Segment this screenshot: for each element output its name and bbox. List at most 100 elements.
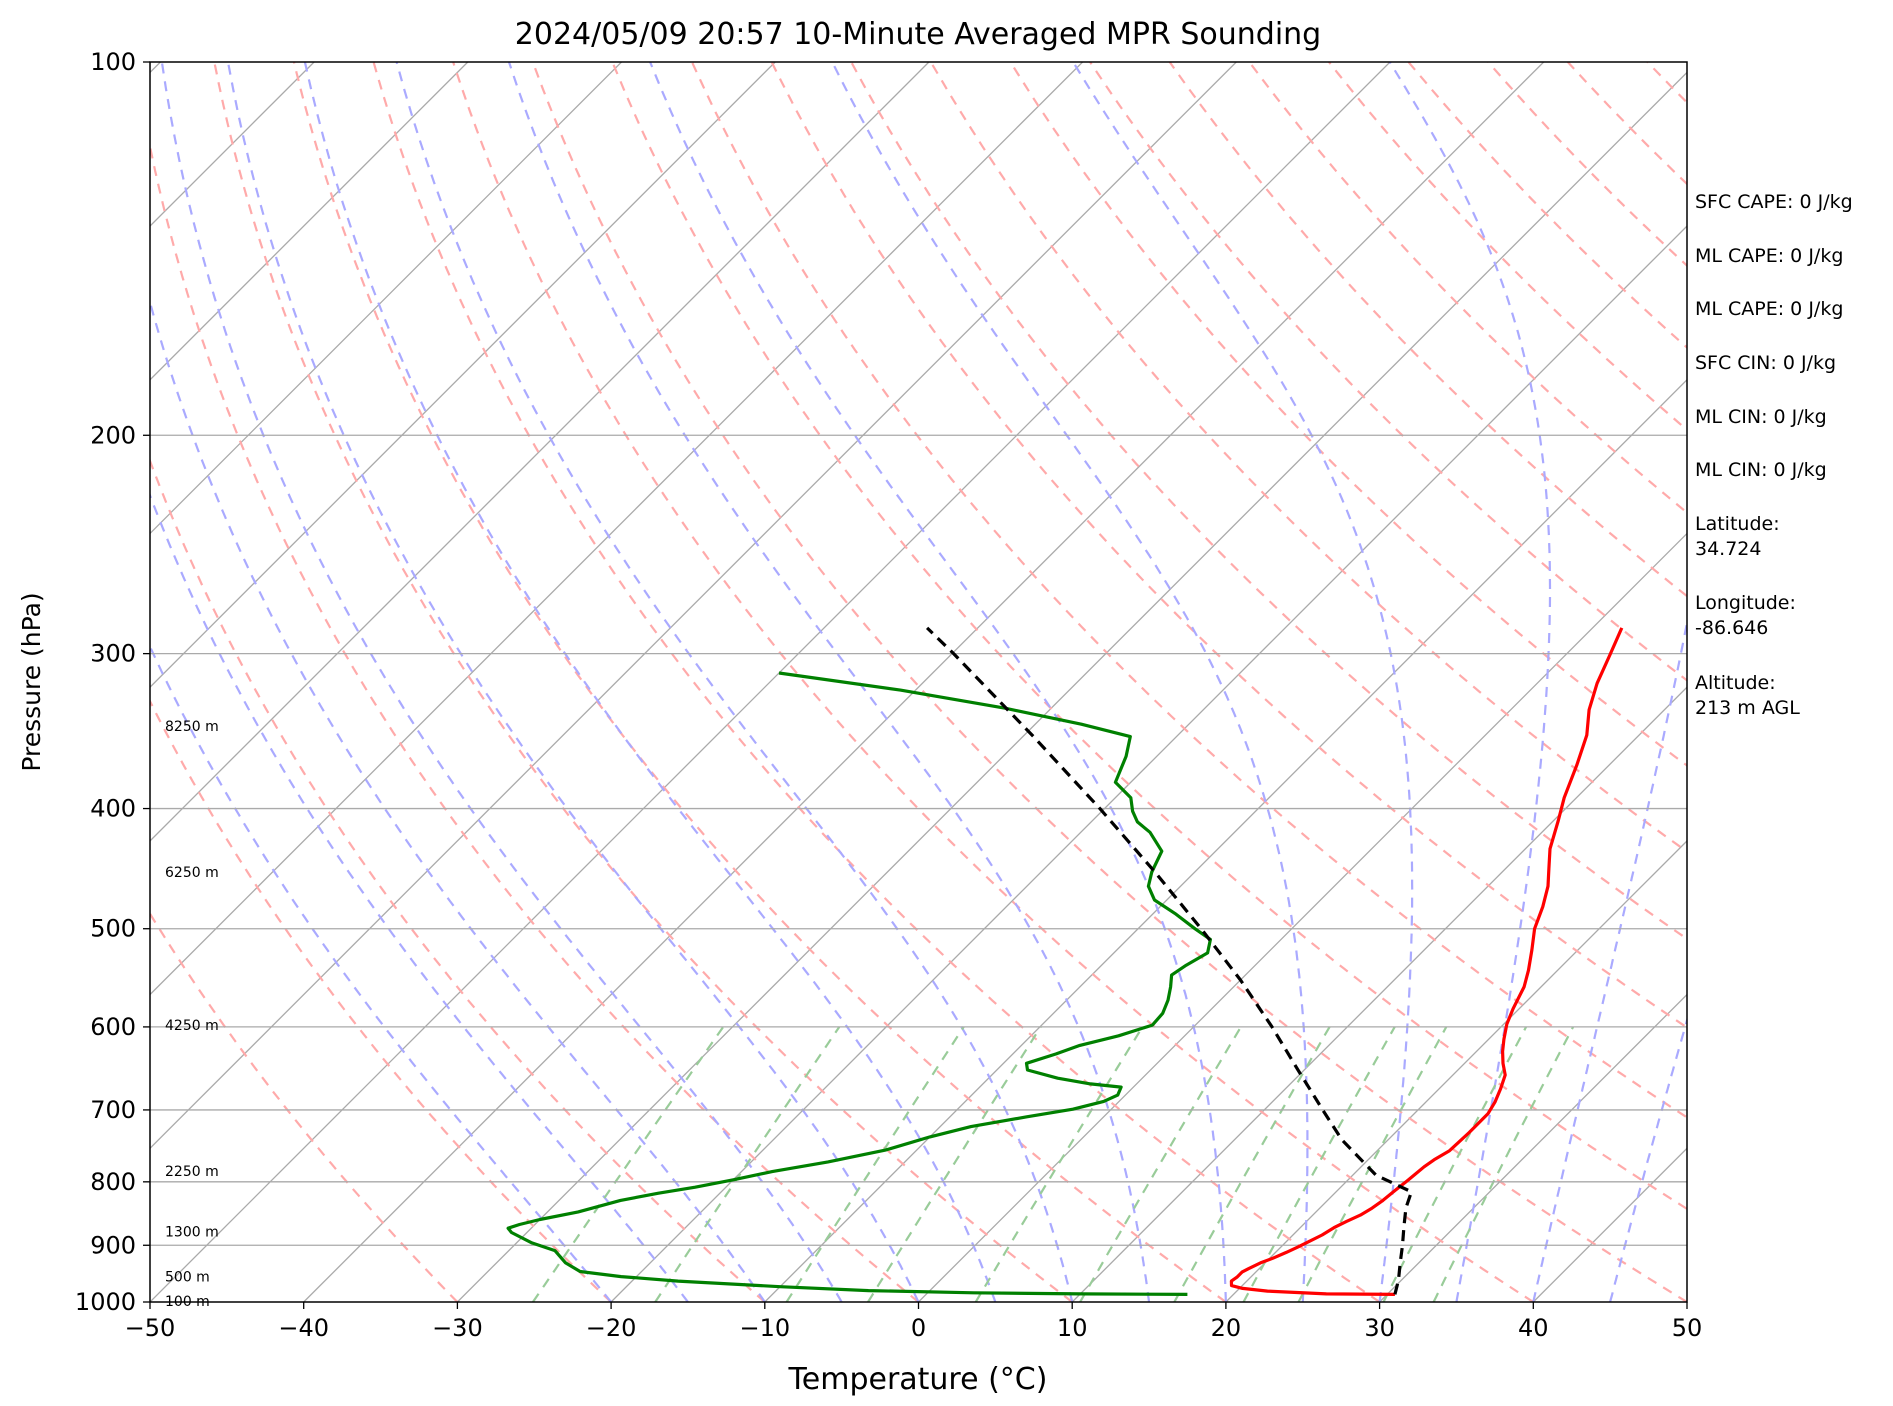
dry-adiabat [690, 62, 1687, 1119]
y-tick-label: 700 [90, 1096, 136, 1124]
moist-adiabat [303, 62, 997, 1302]
dry-adiabat [1009, 62, 1687, 767]
isotherm-line [610, 225, 1687, 1302]
isotherm-line [918, 532, 1687, 1302]
moist-adiabat [649, 62, 1227, 1302]
reference-lines [150, 62, 1893, 1302]
latitude-text: Latitude: 34.724 [1695, 513, 1780, 560]
height-label: 6250 m [165, 865, 219, 881]
isotherm-line [150, 62, 930, 842]
isotherm-line [150, 62, 315, 228]
mixing-ratio-line [867, 1026, 1042, 1302]
dry-adiabat [1487, 62, 1687, 268]
ml-cin-text-2: ML CIN: 0 J/kg [1695, 459, 1827, 481]
sfc-cape-text: SFC CAPE: 0 J/kg [1695, 191, 1853, 213]
dry-adiabat [929, 62, 1687, 854]
sfc-cin-text: SFC CIN: 0 J/kg [1695, 352, 1837, 374]
y-tick-label: 600 [90, 1013, 136, 1041]
mixing-ratio-line [1297, 1026, 1448, 1302]
height-label: 4250 m [165, 1018, 219, 1034]
dry-adiabat [1407, 62, 1687, 349]
y-tick-label: 800 [90, 1168, 136, 1196]
y-tick-label: 900 [90, 1231, 136, 1259]
isotherm-line [1379, 993, 1687, 1302]
x-tick-label: −40 [278, 1314, 329, 1342]
height-label: 2250 m [165, 1164, 219, 1180]
isotherm-line [1071, 686, 1687, 1302]
y-tick-label: 500 [90, 915, 136, 943]
plot-frame [149, 61, 1688, 1303]
moist-adiabat [395, 62, 1074, 1302]
chart-title: 2024/05/09 20:57 10-Minute Averaged MPR … [515, 17, 1321, 52]
moist-adiabat [1609, 1016, 1687, 1302]
moist-adiabat [150, 492, 689, 1302]
y-tick-label: 1000 [75, 1288, 136, 1316]
x-axis-label: Temperature (°C) [788, 1362, 1048, 1397]
dry-adiabat [1089, 62, 1687, 682]
dry-adiabat [850, 62, 1687, 941]
x-tick-label: 10 [1057, 1314, 1088, 1342]
dry-adiabat [213, 62, 1073, 1302]
mixing-ratio-line [785, 1026, 965, 1302]
height-label: 8250 m [165, 719, 219, 735]
y-tick-label: 400 [90, 795, 136, 823]
height-label: 500 m [165, 1270, 210, 1286]
dry-adiabat [1328, 62, 1687, 432]
y-tick-label: 100 [90, 48, 136, 76]
dry-adiabat [150, 911, 459, 1302]
isotherm-line [1225, 839, 1687, 1302]
dry-adiabat [292, 62, 1227, 1302]
moist-adiabat [831, 62, 1309, 1302]
height-label: 1300 m [165, 1224, 219, 1240]
height-label: 100 m [165, 1294, 210, 1310]
isotherm-line [150, 62, 622, 535]
moist-adiabat [226, 62, 920, 1302]
longitude-text: Longitude: -86.646 [1695, 592, 1796, 639]
dewpoint-trace [506, 671, 1212, 1296]
ml-cin-text: ML CIN: 0 J/kg [1695, 406, 1827, 428]
dry-adiabat [531, 62, 1687, 1302]
x-tick-label: 50 [1672, 1314, 1703, 1342]
y-tick-label: 300 [90, 640, 136, 668]
isotherm-line [150, 62, 1237, 1150]
mixing-ratio-line [1173, 1026, 1331, 1302]
x-tick-label: 30 [1364, 1314, 1395, 1342]
dry-adiabat [611, 62, 1687, 1211]
ml-cape-text: ML CAPE: 0 J/kg [1695, 245, 1844, 267]
parcel-path-trace [925, 626, 1413, 1295]
x-tick-label: −30 [432, 1314, 483, 1342]
dry-adiabat [1886, 62, 1893, 1302]
dry-adiabat [150, 457, 766, 1302]
y-axis-label: Pressure (hPa) [17, 592, 46, 771]
isotherm-line [456, 71, 1687, 1302]
mixing-ratio-line [974, 1026, 1144, 1302]
mixing-ratio-line [531, 1026, 725, 1302]
x-tick-label: 20 [1211, 1314, 1242, 1342]
moist-adiabat [150, 644, 612, 1302]
dry-adiabat [1168, 62, 1687, 598]
moist-adiabat [150, 298, 766, 1302]
x-tick-label: −20 [586, 1314, 637, 1342]
isotherm-line [150, 62, 469, 381]
y-tick-label: 200 [90, 421, 136, 449]
x-tick-label: −50 [125, 1314, 176, 1342]
moist-adiabat [1388, 62, 1552, 1302]
dry-adiabat [770, 62, 1687, 1029]
temperature-trace [1229, 627, 1624, 1296]
moist-adiabat [1532, 616, 1687, 1302]
mixing-ratio-line [1242, 1026, 1396, 1302]
altitude-text: Altitude: 213 m AGL [1695, 672, 1800, 719]
x-tick-label: 0 [911, 1314, 926, 1342]
dry-adiabat [452, 62, 1534, 1302]
isotherm-line [150, 62, 776, 689]
isotherm-line [303, 62, 1545, 1302]
isotherm-line [150, 62, 1391, 1302]
height-labels: 8250 m 6250 m 4250 m 2250 m 1300 m 500 m 100 m [165, 719, 219, 1310]
moist-adiabat [1072, 62, 1414, 1302]
pressure-gridlines [150, 434, 1687, 1246]
x-tick-label: 40 [1518, 1314, 1549, 1342]
ml-cape-text-2: ML CAPE: 0 J/kg [1695, 298, 1844, 320]
x-tick-label: −10 [739, 1314, 790, 1342]
